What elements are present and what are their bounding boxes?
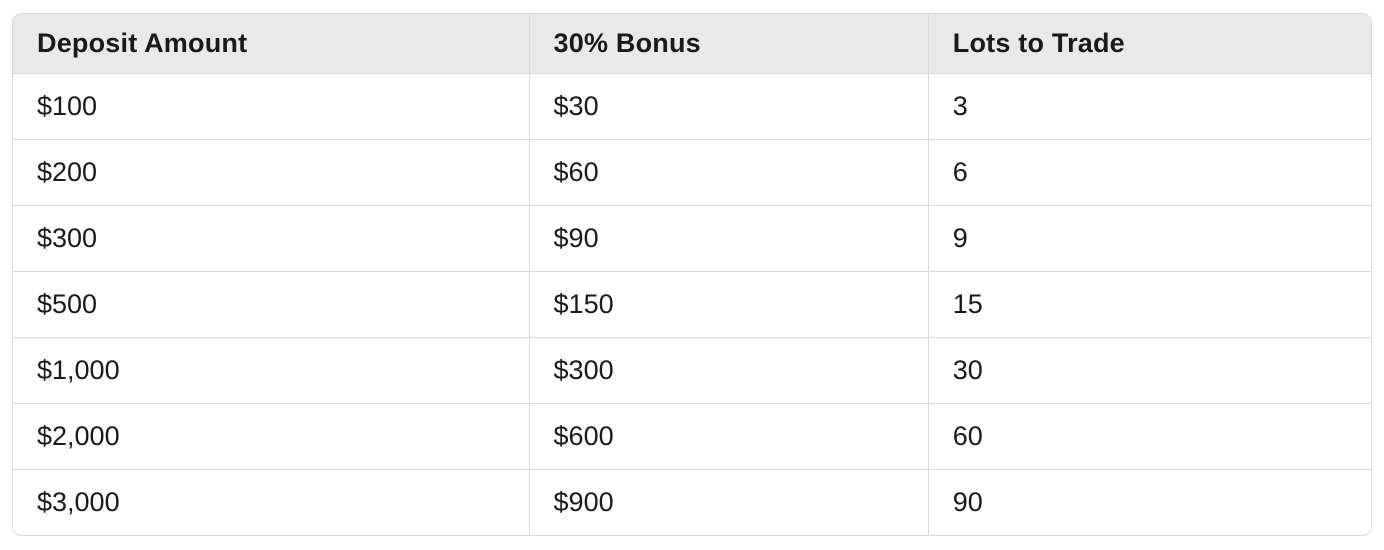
- table-row: $300 $90 9: [13, 205, 1371, 272]
- table-row: $3,000 $900 90: [13, 469, 1371, 535]
- table-cell: $60: [528, 139, 929, 206]
- table-cell: $900: [528, 469, 929, 535]
- table-cell: 3: [927, 73, 1371, 140]
- column-header-lots-to-trade: Lots to Trade: [927, 14, 1371, 74]
- table-cell: $2,000: [13, 403, 530, 470]
- column-header-bonus: 30% Bonus: [528, 14, 929, 74]
- bonus-table: Deposit Amount 30% Bonus Lots to Trade $…: [13, 14, 1371, 535]
- table-cell: 60: [927, 403, 1371, 470]
- table-cell: 90: [927, 469, 1371, 535]
- column-header-deposit-amount: Deposit Amount: [13, 14, 530, 74]
- table-cell: $1,000: [13, 337, 530, 404]
- table-cell: $500: [13, 271, 530, 338]
- table-cell: $3,000: [13, 469, 530, 535]
- table-cell: 9: [927, 205, 1371, 272]
- table-cell: $300: [13, 205, 530, 272]
- table-header: Deposit Amount 30% Bonus Lots to Trade: [13, 14, 1371, 74]
- table-cell: 15: [927, 271, 1371, 338]
- table-cell: $100: [13, 73, 530, 140]
- table-cell: $90: [528, 205, 929, 272]
- table-row: $500 $150 15: [13, 271, 1371, 338]
- table-cell: $600: [528, 403, 929, 470]
- table-cell: $150: [528, 271, 929, 338]
- table-cell: 30: [927, 337, 1371, 404]
- table-cell: 6: [927, 139, 1371, 206]
- table-body: $100 $30 3 $200 $60 6 $300 $90 9 $500 $150 15 $1,000…: [13, 73, 1371, 535]
- table-row: $1,000 $300 30: [13, 337, 1371, 404]
- table-cell: $30: [528, 73, 929, 140]
- table-row: $2,000 $600 60: [13, 403, 1371, 470]
- header-row: Deposit Amount 30% Bonus Lots to Trade: [13, 14, 1371, 74]
- table-cell: $200: [13, 139, 530, 206]
- table-row: $200 $60 6: [13, 139, 1371, 206]
- table-cell: $300: [528, 337, 929, 404]
- bonus-table-card: Deposit Amount 30% Bonus Lots to Trade $…: [12, 13, 1372, 536]
- table-row: $100 $30 3: [13, 73, 1371, 140]
